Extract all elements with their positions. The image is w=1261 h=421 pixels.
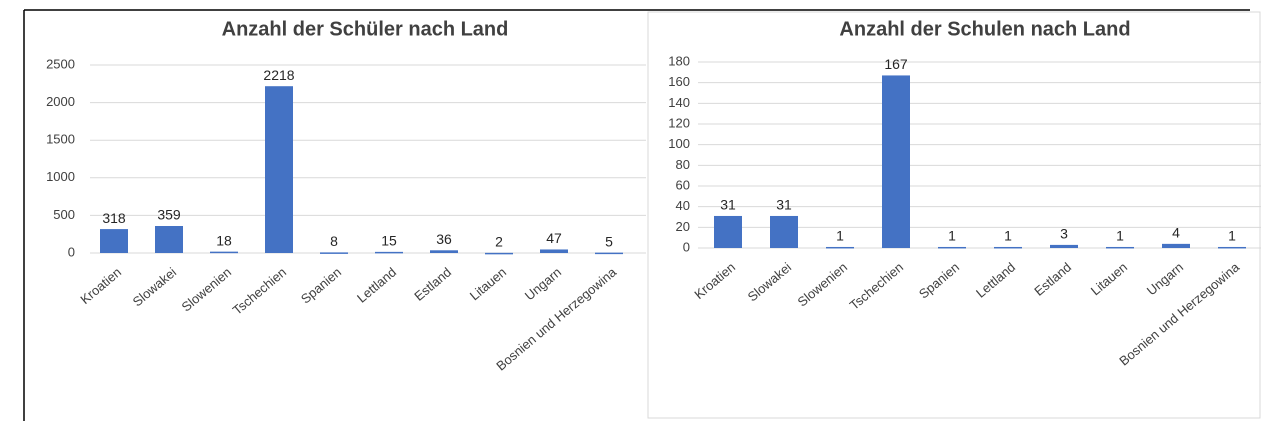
y-tick-label: 1000 xyxy=(46,169,75,184)
x-tick-label: Slowakei xyxy=(130,264,180,309)
value-label: 47 xyxy=(546,230,562,246)
value-label: 15 xyxy=(381,233,397,249)
value-label: 1 xyxy=(1228,228,1236,244)
value-label: 1 xyxy=(1004,228,1012,244)
y-tick-label: 20 xyxy=(676,219,690,234)
bar xyxy=(210,251,238,254)
bar xyxy=(100,229,128,253)
bar xyxy=(714,215,742,248)
chart-left: Anzahl der Schüler nach Land 0 500 1000 1500… xyxy=(46,18,646,373)
value-label: 1 xyxy=(836,228,844,244)
y-tick-label: 100 xyxy=(668,136,690,151)
value-label: 3 xyxy=(1060,226,1068,242)
y-tick-label: 160 xyxy=(668,74,690,89)
bar xyxy=(265,86,293,254)
x-tick-label: Kroatien xyxy=(77,264,124,307)
value-label: 2 xyxy=(495,234,503,250)
bar xyxy=(595,252,623,255)
y-tick-label: 0 xyxy=(68,244,75,259)
y-tick-label: 1500 xyxy=(46,132,75,147)
value-label: 359 xyxy=(157,207,181,223)
value-label: 2218 xyxy=(263,67,294,83)
y-tick-label: 500 xyxy=(53,207,75,222)
chart-title: Anzahl der Schüler nach Land xyxy=(222,18,509,40)
bar xyxy=(540,249,568,253)
y-tick-label: 140 xyxy=(668,95,690,110)
value-label: 4 xyxy=(1172,225,1180,241)
x-tick-label: Estland xyxy=(411,264,454,303)
bar xyxy=(994,246,1022,249)
y-tick-label: 180 xyxy=(668,53,690,68)
bar xyxy=(826,246,854,249)
value-label: 18 xyxy=(216,232,232,248)
bar xyxy=(375,251,403,254)
bar xyxy=(320,252,348,254)
value-label: 1 xyxy=(948,228,956,244)
y-tick-label: 0 xyxy=(683,239,690,254)
bar xyxy=(485,252,513,255)
y-tick-label: 60 xyxy=(676,177,690,192)
value-label: 5 xyxy=(605,233,613,249)
chart-right-frame xyxy=(647,11,1261,419)
bar xyxy=(882,75,910,248)
bar xyxy=(1106,246,1134,249)
bar xyxy=(430,250,458,253)
y-tick-label: 80 xyxy=(676,157,690,172)
x-tick-label: Litauen xyxy=(467,264,509,303)
bar xyxy=(770,215,798,248)
value-label: 31 xyxy=(720,197,736,213)
value-label: 167 xyxy=(884,56,908,72)
value-label: 1 xyxy=(1116,228,1124,244)
x-tick-label: Ungarn xyxy=(522,264,564,303)
chart-title: Anzahl der Schulen nach Land xyxy=(839,18,1130,40)
bar xyxy=(155,226,183,253)
value-label: 318 xyxy=(102,210,126,226)
value-label: 8 xyxy=(330,233,338,249)
bar xyxy=(1162,243,1190,248)
x-tick-label: Lettland xyxy=(354,264,399,305)
x-tick-label: Slowenien xyxy=(179,264,235,314)
y-tick-label: 40 xyxy=(676,198,690,213)
bar xyxy=(1218,246,1246,249)
x-tick-label: Tschechien xyxy=(230,264,289,317)
y-tick-label: 2000 xyxy=(46,94,75,109)
value-label: 36 xyxy=(436,231,452,247)
value-label: 31 xyxy=(776,197,792,213)
bar xyxy=(1050,244,1078,248)
bar xyxy=(938,246,966,249)
y-tick-label: 2500 xyxy=(46,56,75,71)
y-tick-label: 120 xyxy=(668,115,690,130)
x-tick-label: Spanien xyxy=(298,264,344,306)
